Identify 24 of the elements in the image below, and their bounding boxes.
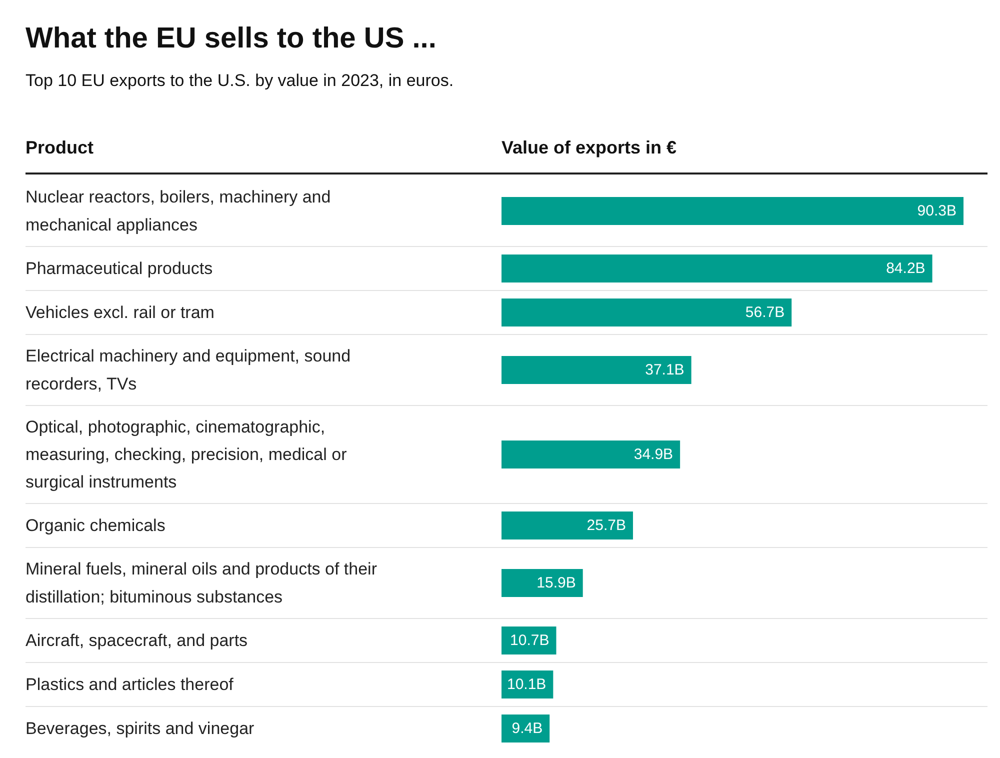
data-label: 90.3B	[917, 202, 957, 220]
y-axis-title: Product	[26, 138, 94, 158]
x-axis-title: Value of exports in €	[502, 138, 677, 158]
data-label: 34.9B	[634, 446, 674, 463]
data-label: 25.7B	[586, 517, 626, 534]
y-tick-label: Vehicles excl. rail or tram	[26, 303, 214, 322]
text: Top 10 EU exports to the U.S. by value in 2023, in euros.	[26, 71, 454, 90]
data-label: 10.7B	[510, 632, 550, 649]
y-tick-label: Mineral fuels, mineral oils and products of their distillation; bituminous substances	[26, 560, 378, 606]
data-label: 84.2B	[886, 260, 926, 277]
text: What the EU sells to the US ...	[26, 22, 436, 54]
data-label: 10.1B	[506, 676, 546, 693]
y-tick-label: Optical, photographic, cinematographic, measuring, checking, precision, medical or surgical instruments	[26, 417, 348, 492]
y-tick-label: Pharmaceutical products	[26, 259, 213, 278]
y-tick-label: Plastics and articles thereof	[26, 675, 234, 694]
data-label: 15.9B	[536, 574, 576, 592]
y-tick-label: Electrical machinery and equipment, sound recorders, TVs	[26, 346, 351, 394]
data-label: 9.4B	[512, 720, 543, 737]
data-label: 37.1B	[645, 362, 684, 378]
y-tick-label: Beverages, spirits and vinegar	[26, 719, 255, 738]
data-label: 56.7B	[745, 304, 785, 321]
y-tick-label: Nuclear reactors, boilers, machinery and mechanical appliances	[26, 188, 331, 234]
y-tick-label: Organic chemicals	[26, 516, 166, 535]
y-tick-label: Aircraft, spacecraft, and parts	[26, 631, 248, 650]
